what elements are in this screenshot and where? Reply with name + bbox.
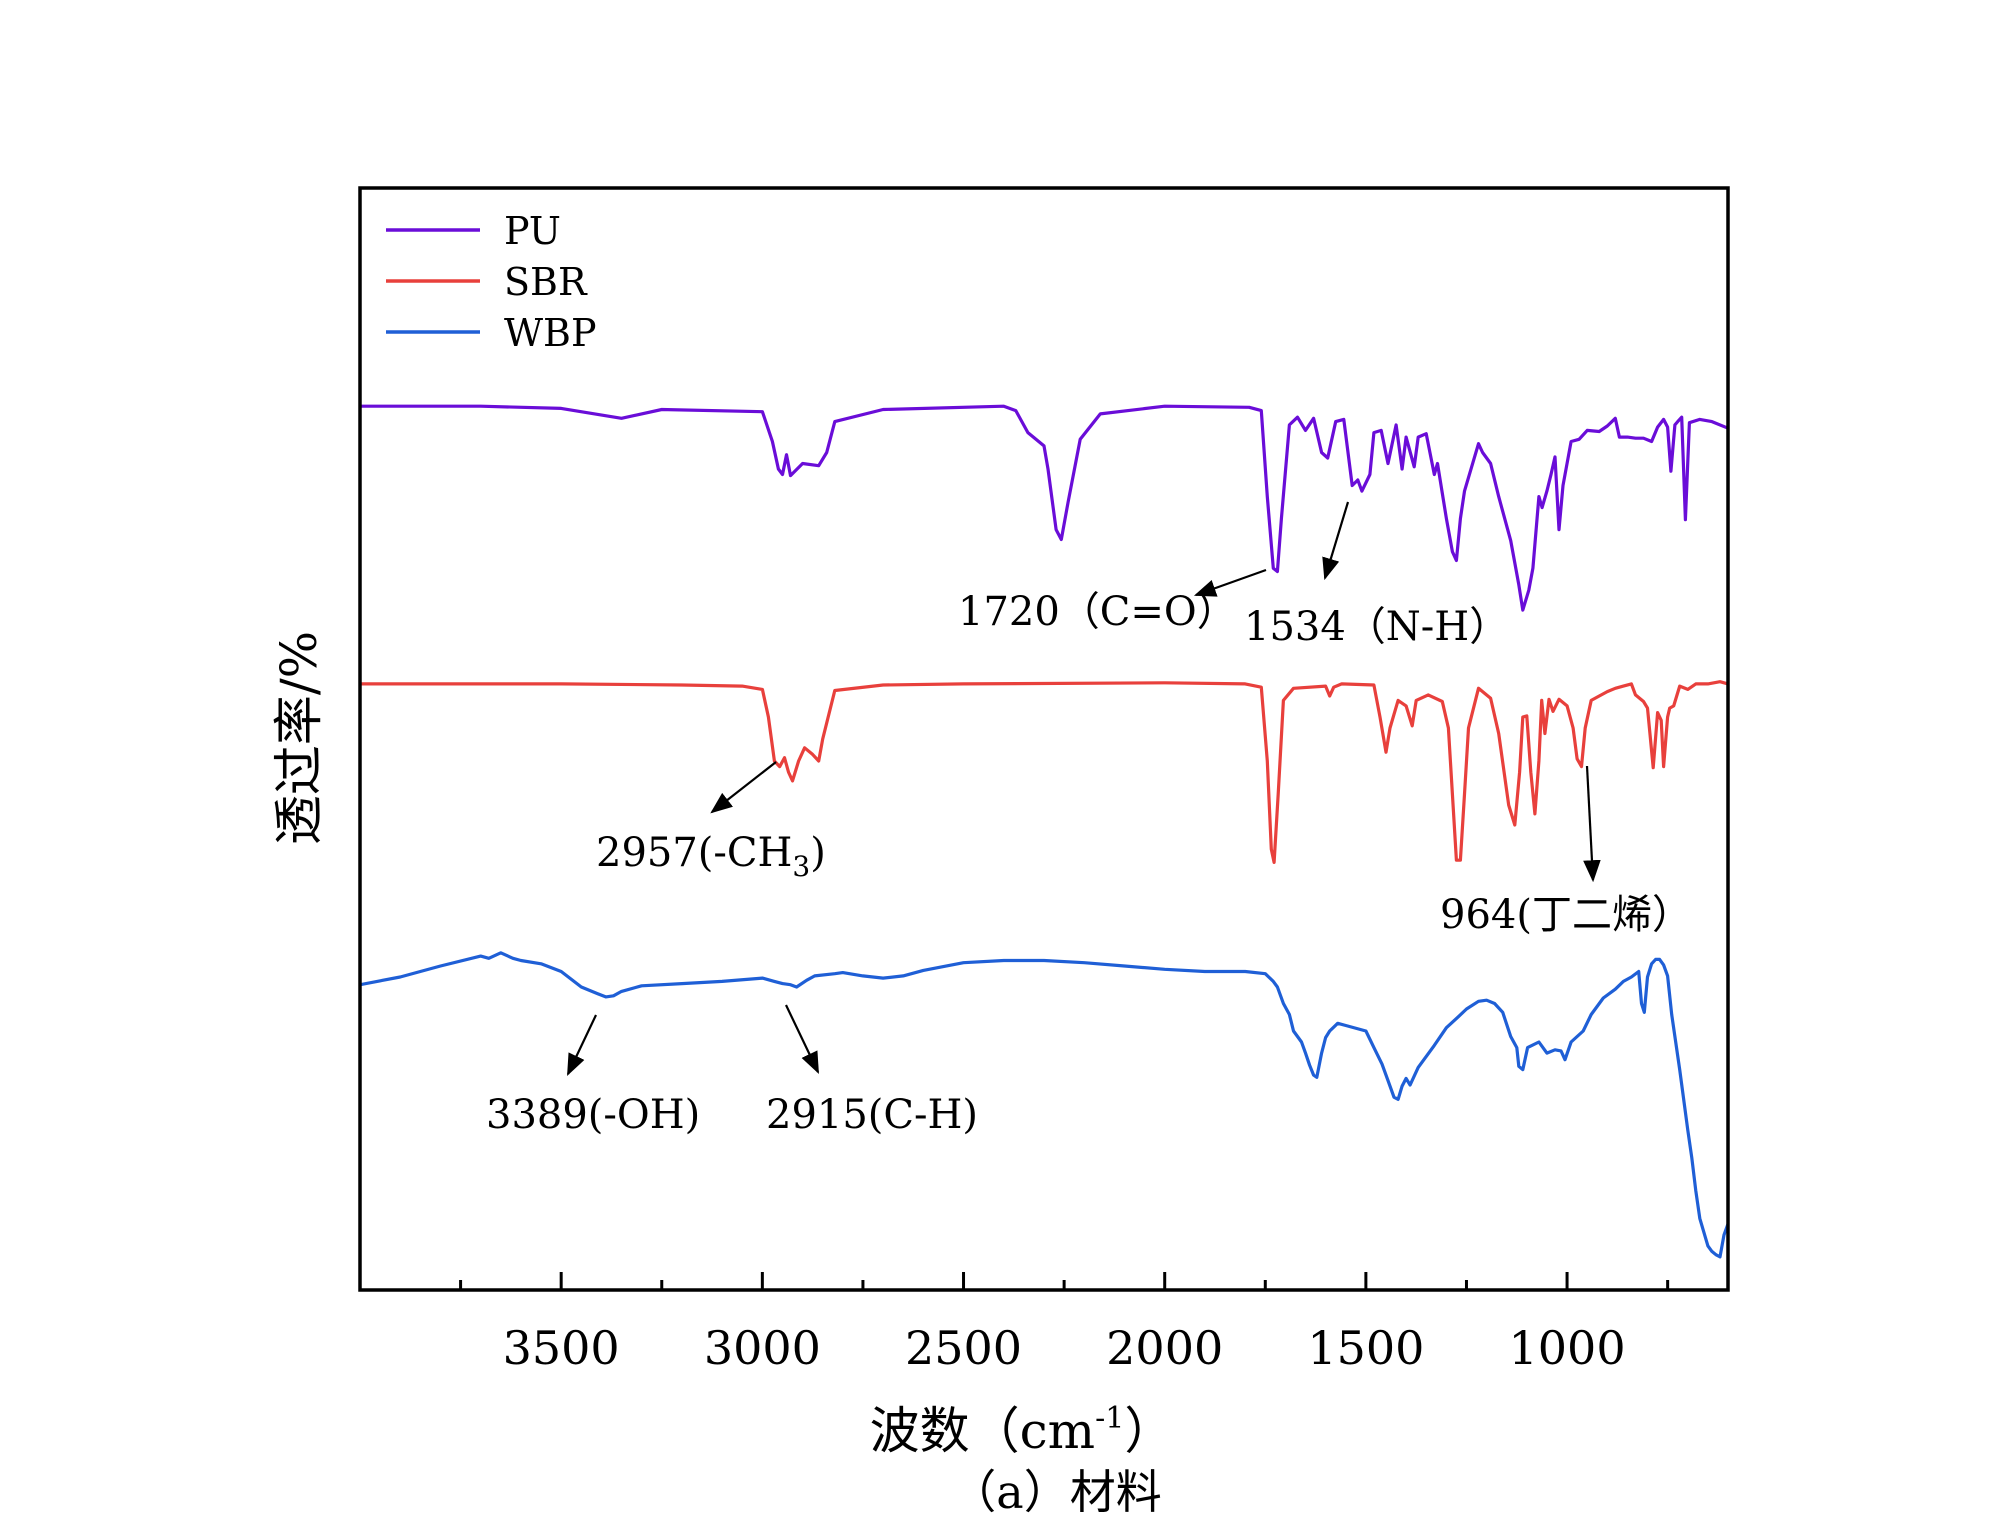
annotation-label-2957-subscript: 3 [792,850,810,883]
legend: PU SBR WBP [386,209,597,355]
plot-frame [358,186,1730,1292]
series-line-wbp [360,951,1728,1259]
annotation-label-1534: 1534（N-H） [1244,604,1509,650]
series-line-pu [360,404,1728,612]
annotation-label-2915: 2915(C-H) [766,1092,978,1138]
annotation-label-1720: 1720（C=O） [958,589,1237,635]
annotation-arrow-3389 [567,1014,597,1076]
annotation-arrow-2957 [710,761,777,814]
series-line-sbr [360,680,1728,864]
legend-label-sbr: SBR [504,260,588,304]
annotation-arrows [567,501,1601,1076]
legend-label-wbp: WBP [504,311,597,355]
legend-label-pu: PU [504,209,561,253]
x-tick-label: 3500 [503,1321,620,1375]
annotation-label-964: 964(丁二烯） [1440,892,1692,938]
x-tick-label: 2000 [1106,1321,1223,1375]
x-tick-label: 1000 [1509,1321,1626,1375]
annotation-arrow-2915 [785,1004,819,1074]
x-tick-label: 2500 [905,1321,1022,1375]
figure-caption: （a）材料 [950,1465,1161,1519]
x-axis-title-main: 波数（cm [870,1402,1095,1460]
x-axis-title-superscript: -1 [1095,1401,1124,1436]
x-axis-title-close: ） [1124,1402,1174,1460]
x-tick-label: 3000 [704,1321,821,1375]
annotation-label-2957-main: 2957(-CH [596,830,792,876]
annotation-arrow-1720 [1193,568,1267,597]
annotation-label-2957: 2957(-CH3) [596,830,826,883]
annotation-arrow-964 [1583,765,1601,883]
annotation-arrow-1534 [1322,501,1350,581]
x-axis-title: 波数（cm-1） [870,1401,1175,1460]
annotation-label-2957-close: ) [810,830,826,876]
y-axis-title: 透过率/% [270,631,328,845]
annotation-label-3389: 3389(-OH) [486,1092,700,1138]
x-tick-label: 1500 [1307,1321,1424,1375]
